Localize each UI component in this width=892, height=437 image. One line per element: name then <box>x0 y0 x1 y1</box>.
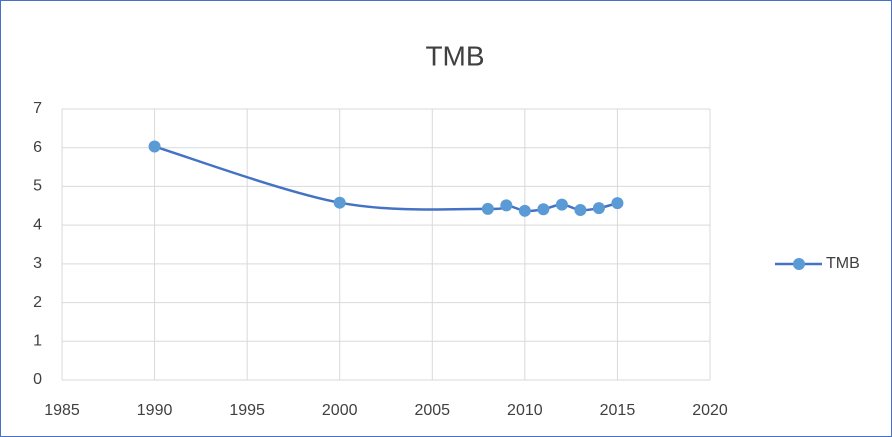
data-point <box>148 140 161 153</box>
y-tick-label: 5 <box>33 178 42 195</box>
data-point <box>574 204 587 217</box>
data-point <box>537 203 550 216</box>
data-point <box>481 202 494 215</box>
x-tick-label: 1995 <box>229 402 265 419</box>
data-point <box>518 204 531 217</box>
chart-title: TMB <box>425 40 484 71</box>
data-point <box>500 199 513 212</box>
x-tick-label: 2005 <box>414 402 450 419</box>
data-point <box>611 197 624 210</box>
data-point <box>555 198 568 211</box>
y-tick-label: 6 <box>33 139 42 156</box>
y-tick-label: 4 <box>33 216 42 233</box>
x-tick-label: 2010 <box>507 402 543 419</box>
x-tick-label: 2015 <box>600 402 636 419</box>
y-tick-label: 3 <box>33 255 42 272</box>
legend-marker <box>793 258 805 270</box>
y-tick-label: 1 <box>33 333 42 350</box>
data-point <box>592 202 605 215</box>
y-tick-label: 0 <box>33 371 42 388</box>
data-point <box>333 196 346 209</box>
y-tick-label: 2 <box>33 294 42 311</box>
y-tick-label: 7 <box>33 100 42 117</box>
x-tick-label: 2000 <box>322 402 358 419</box>
x-tick-label: 2020 <box>692 402 728 419</box>
legend-label: TMB <box>826 255 860 272</box>
x-tick-label: 1990 <box>137 402 173 419</box>
x-tick-label: 1985 <box>44 402 80 419</box>
